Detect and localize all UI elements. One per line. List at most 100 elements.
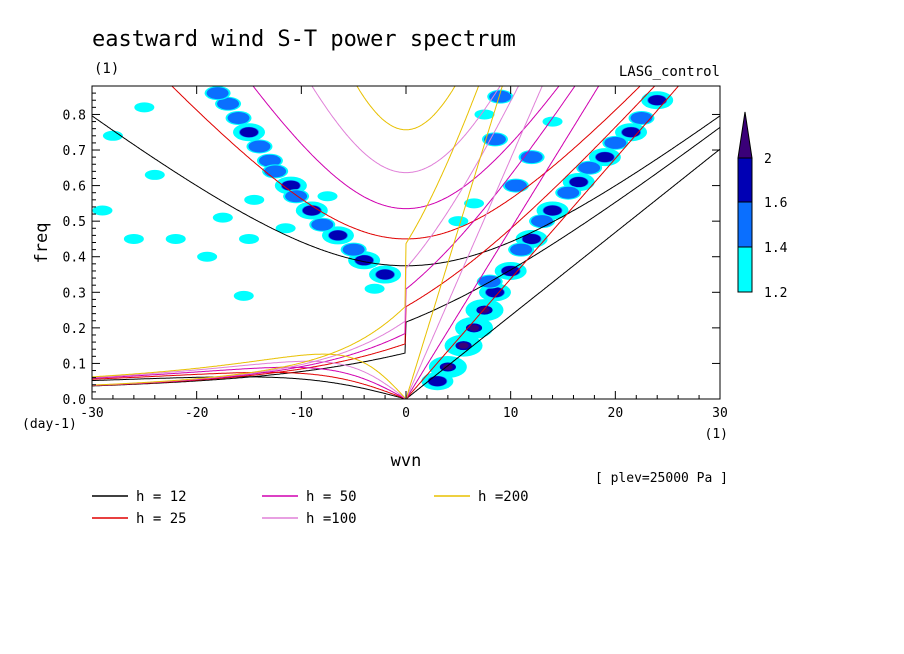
power-blob-46-level-0 (364, 283, 385, 294)
axis-ticks: -30 -20 -10 0 10 20 30 0.0 0.1 0.2 0.3 0.4 0.5 0.6 0.7… (63, 86, 728, 421)
x-axis-unit: (1) (705, 427, 728, 442)
y-tick-label: 0.0 (63, 393, 86, 408)
power-blob-18-level-1 (604, 136, 627, 149)
curve-rossby-h200 (92, 353, 406, 399)
y-tick-label: 0.3 (63, 286, 86, 301)
y-tick-label: 0.4 (63, 251, 87, 266)
colorbar-segment-0 (737, 246, 753, 293)
power-blob-10-level-2 (622, 127, 641, 138)
y-axis-unit: (day-1) (22, 417, 77, 432)
power-blob-7-level-2 (543, 205, 562, 216)
power-blob-19-level-1 (630, 112, 653, 125)
power-blob-49-level-0 (123, 233, 144, 244)
x-tick-label: 30 (712, 406, 728, 421)
power-blob-11-level-2 (648, 95, 667, 106)
power-blob-27-level-0 (542, 116, 563, 127)
curve-rossby-h50 (92, 366, 406, 399)
legend-label-h12: h = 12 (136, 489, 187, 505)
curve-gravity-h25 (171, 86, 641, 240)
legend-label-h200: h =200 (478, 489, 529, 505)
x-tick-label: -30 (80, 406, 103, 421)
power-blob-39-level-1 (264, 165, 287, 178)
power-blob-8-level-2 (569, 177, 588, 188)
x-tick-label: -20 (185, 406, 208, 421)
power-blob-33-level-1 (258, 154, 281, 167)
curve-gravity-h100 (311, 86, 501, 174)
power-blob-0-level-3 (469, 324, 480, 331)
power-blob-48-level-0 (165, 233, 186, 244)
power-blob-53-level-0 (233, 290, 254, 301)
power-blob-41-level-1 (227, 112, 250, 125)
x-tick-label: 20 (608, 406, 624, 421)
curve-kelvin-h50 (405, 86, 600, 399)
x-axis-label: wvn (391, 451, 422, 471)
power-blob-45-level-0 (244, 194, 265, 205)
y-tick-label: 0.5 (63, 215, 86, 230)
y-axis-label: freq (32, 223, 52, 264)
power-blob-42-level-1 (206, 87, 229, 100)
power-blob-31-level-2 (302, 205, 321, 216)
legend: h = 12 h = 25 h = 50 h =100 h =200 (92, 489, 529, 527)
power-blob-43-level-0 (317, 191, 338, 202)
legend-label-h25: h = 25 (136, 511, 187, 527)
power-blob-17-level-1 (578, 161, 601, 174)
curve-kelvin-h25 (405, 86, 680, 399)
power-blob-40-level-1 (248, 140, 271, 153)
power-blob-54-level-0 (134, 102, 155, 113)
y-tick-label: 0.2 (63, 322, 86, 337)
power-blob-16-level-1 (557, 186, 580, 199)
power-blob-24-level-0 (464, 198, 485, 209)
y-tick-label: 0.7 (63, 144, 86, 159)
power-blob-36-level-1 (342, 243, 365, 256)
curve-gravity-h200 (356, 86, 456, 131)
x-tick-label: 10 (503, 406, 519, 421)
curve-rossby-h12 (92, 376, 406, 399)
power-blob-9-level-2 (595, 152, 614, 163)
power-blob-52-level-0 (197, 251, 218, 262)
x-tick-label: -10 (290, 406, 313, 421)
power-blob-30-level-2 (328, 230, 347, 241)
chart-title: eastward wind S-T power spectrum (92, 27, 516, 52)
colorbar-label: 1.4 (764, 241, 788, 256)
power-blob-25-level-0 (474, 109, 495, 120)
colorbar: 1.2 1.4 1.6 2 (737, 111, 788, 301)
unit-label: (1) (94, 61, 119, 77)
power-blob-37-level-1 (311, 218, 334, 231)
power-blob-56-level-0 (92, 205, 113, 216)
legend-label-h50: h = 50 (306, 489, 357, 505)
power-blob-4-level-2 (485, 287, 504, 298)
colorbar-label: 1.6 (764, 196, 787, 211)
power-blob-50-level-0 (102, 130, 123, 141)
experiment-label: LASG_control (619, 64, 720, 80)
power-blob-51-level-0 (144, 169, 165, 180)
curve-kelvin-h200 (405, 86, 503, 399)
colorbar-label: 2 (764, 152, 772, 167)
power-blob-14-level-1 (510, 243, 533, 256)
colorbar-arrow (737, 111, 753, 159)
colorbar-segment-2 (737, 157, 753, 203)
y-tick-label: 0.1 (63, 357, 86, 372)
y-tick-label: 0.6 (63, 180, 86, 195)
curve-gravity-h50 (252, 86, 560, 210)
power-blob-47-level-0 (239, 233, 259, 244)
power-blob-12-level-2 (428, 376, 447, 387)
curve-kelvin-h12 (405, 148, 720, 399)
power-blob-3-level-3 (442, 363, 453, 370)
curve-rossby-h100 (92, 360, 406, 399)
power-blob-35-level-1 (217, 97, 240, 110)
power-blob-26-level-0 (448, 216, 469, 227)
power-blob-44-level-0 (275, 223, 296, 234)
power-blob-1-level-3 (458, 342, 469, 349)
legend-label-h100: h =100 (306, 511, 357, 527)
curve-mrg-h200 (92, 86, 480, 386)
power-blob-15-level-1 (531, 215, 554, 228)
power-blob-34-level-2 (240, 127, 258, 138)
power-blob-55-level-0 (212, 212, 233, 223)
colorbar-segment-1 (737, 201, 753, 248)
power-blob-28-level-2 (376, 269, 395, 280)
power-contours (92, 86, 674, 391)
plev-annotation: [ plev=25000 Pa ] (595, 471, 728, 486)
y-tick-label: 0.8 (63, 108, 86, 123)
colorbar-label: 1.2 (764, 286, 787, 301)
